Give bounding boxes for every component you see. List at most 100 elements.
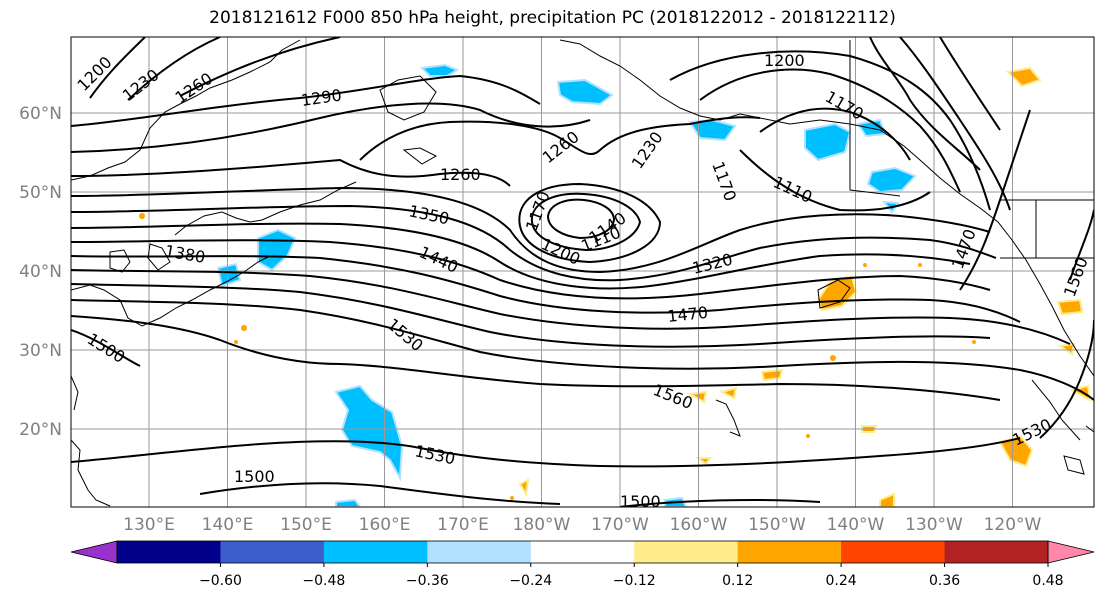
precip-dot-pos (234, 340, 238, 344)
precip-patch-pos (998, 434, 1034, 468)
colorbar-tick-label: −0.48 (302, 573, 345, 589)
precip-patch-neg (556, 78, 614, 106)
colorbar-swatch (427, 541, 532, 563)
contour-line (71, 239, 991, 300)
contour-label: 1500 (234, 467, 275, 486)
contour-line (71, 437, 1021, 468)
precip-patch-pos (695, 457, 712, 466)
contour-line (71, 315, 1001, 401)
contour-line (71, 186, 991, 274)
colorbar-tick-label: 0.48 (1032, 573, 1063, 589)
contour-label: 1200 (764, 51, 805, 70)
coastline (402, 147, 438, 165)
colorbar-swatch (634, 541, 739, 563)
precip-dot-pos (806, 434, 810, 438)
precip-patch-pos (1005, 66, 1042, 88)
latitude-label: 20°N (19, 420, 62, 440)
longitude-label: 120°W (984, 515, 1042, 535)
colorbar-tick-label: 0.36 (929, 573, 960, 589)
latitude-label: 60°N (19, 104, 62, 124)
coastline (379, 75, 437, 121)
contour-line (359, 116, 761, 161)
contour-line (1069, 209, 1094, 281)
latitude-label: 40°N (19, 262, 62, 282)
latitude-label: 50°N (19, 183, 62, 203)
border (849, 40, 901, 197)
contour-line (199, 482, 561, 505)
longitude-label: 170°W (591, 515, 649, 535)
longitude-labels: 130°E 140°E 150°E 160°E 170°E 180°W 170°W 160°W… (123, 515, 1041, 535)
precip-dot-pos (139, 213, 145, 219)
latitude-label: 30°N (19, 341, 62, 361)
colorbar-frame (116, 540, 1049, 564)
plot-frame (70, 36, 1095, 508)
coastline (1085, 425, 1094, 433)
colorbar: −0.60 −0.48 −0.36 −0.24 −0.12 0.12 0.24 0.36 0.4… (70, 540, 1095, 589)
longitude-label: 170°E (437, 515, 489, 535)
contour-line (71, 158, 511, 187)
coastline (715, 399, 741, 437)
precip-patch-neg (334, 384, 404, 482)
longitude-label: 180°W (513, 515, 571, 535)
precip-patch-neg (216, 262, 242, 288)
height-contours (71, 37, 1094, 507)
longitude-label: 160°E (359, 515, 411, 535)
latitude-labels: 60°N 50°N 40°N 30°N 20°N (19, 104, 62, 440)
coastline (71, 375, 79, 411)
map-title: 2018121612 F000 850 hPa height, precipit… (209, 8, 896, 28)
precip-patch-neg (804, 122, 852, 162)
coastline (109, 249, 131, 273)
colorbar-swatch (220, 541, 325, 563)
contour-line (899, 37, 1011, 211)
coastline (71, 439, 111, 507)
contour-label: 1470 (666, 303, 708, 326)
precip-patch-pos (1056, 298, 1084, 316)
coastline (739, 113, 1094, 377)
precip-patch-neg (335, 498, 362, 507)
contour-line (71, 269, 1071, 345)
longitude-label: 160°W (670, 515, 728, 535)
longitude-label: 130°W (905, 515, 963, 535)
contour-line (699, 68, 961, 193)
longitude-label: 150°E (280, 515, 332, 535)
coastline (559, 39, 741, 121)
colorbar-tick-label: −0.12 (613, 573, 656, 589)
contour-line (71, 74, 541, 127)
contour-line (71, 102, 591, 153)
contour-label: 1500 (620, 492, 661, 511)
coastline (817, 279, 851, 309)
precip-patch-neg (419, 63, 460, 77)
precip-dot-pos (972, 340, 976, 344)
precip-patch-neg (866, 166, 917, 194)
contour-line (530, 192, 642, 252)
contour-label: 1260 (440, 165, 481, 184)
colorbar-tick-label: −0.24 (509, 573, 552, 589)
coastlines (71, 39, 1094, 507)
precip-patch-pos (760, 368, 784, 382)
contour-line (959, 109, 1031, 291)
coastline (1031, 379, 1081, 441)
precip-patch-pos (518, 478, 530, 497)
longitude-label: 130°E (123, 515, 175, 535)
precip-dot-pos (241, 325, 247, 331)
contour-line (127, 37, 221, 101)
contour-line (869, 37, 981, 171)
colorbar-tick-label: −0.36 (406, 573, 449, 589)
contour-line (71, 299, 1094, 401)
colorbar-swatch (944, 541, 1049, 563)
contour-line (71, 283, 991, 348)
contour-line (179, 37, 341, 97)
precip-dot-pos (510, 496, 514, 500)
precip-dot-pos (830, 355, 836, 361)
colorbar-extend-low (70, 540, 118, 564)
longitude-label: 140°E (202, 515, 254, 535)
contour-line (1039, 319, 1094, 439)
colorbar-swatch (530, 541, 635, 563)
contour-line (71, 222, 971, 290)
colorbar-swatch (117, 541, 221, 563)
contour-line (71, 204, 997, 282)
contour-line (71, 329, 141, 367)
contour-line (939, 37, 1001, 131)
colorbar-swatch (737, 541, 842, 563)
